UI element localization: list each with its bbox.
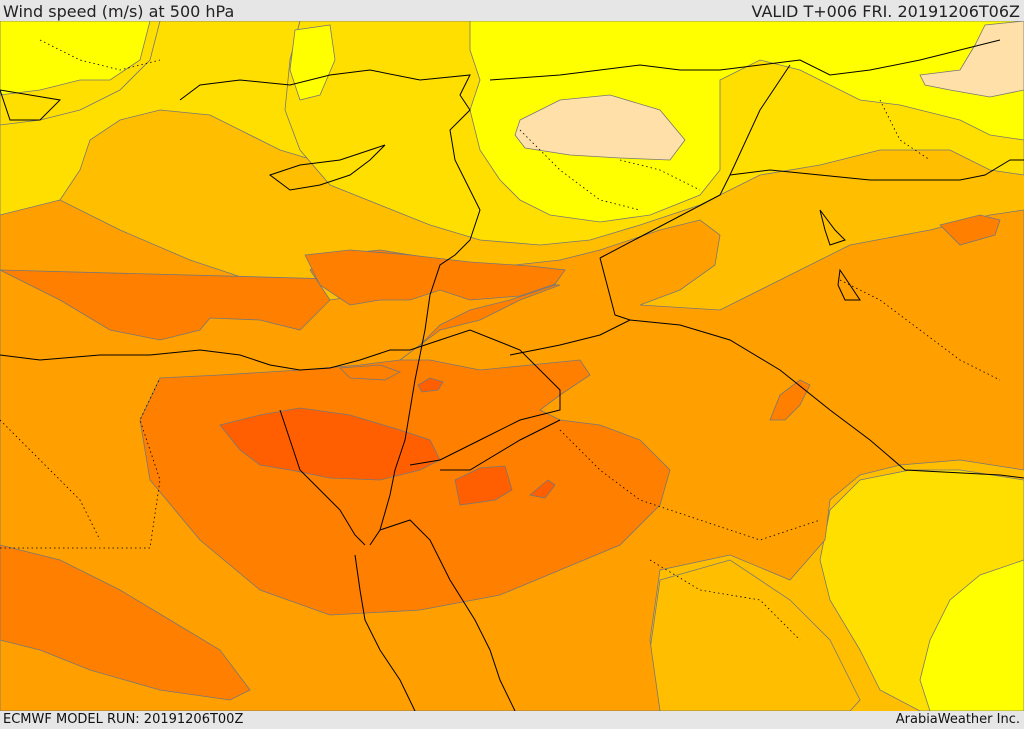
map-title: Wind speed (m/s) at 500 hPa (3, 2, 235, 21)
wind-jet-core-south (454, 465, 513, 506)
wind-band-strong-southwest (0, 544, 251, 701)
valid-time: VALID T+006 FRI. 20191206T06Z (751, 2, 1020, 21)
wind-jet-core-inland (529, 479, 556, 499)
wind-calm-center (514, 94, 686, 161)
wind-band-strong-north (304, 249, 566, 306)
map-footer: ECMWF MODEL RUN: 20191206T00Z ArabiaWeat… (0, 711, 1024, 729)
wind-band-strong-coast (339, 364, 401, 381)
wind-band-lowest-north (469, 21, 1024, 223)
wind-band-strong-east (939, 214, 1001, 246)
map-canvas (0, 21, 1024, 711)
map-header: Wind speed (m/s) at 500 hPa VALID T+006 … (0, 0, 1024, 21)
coastlines (0, 39, 1024, 711)
country-borders (440, 64, 1024, 479)
wind-band-lowest-northwest (0, 21, 151, 96)
province-borders (0, 39, 1001, 641)
wind-jet-core-coast (417, 377, 444, 393)
model-run: ECMWF MODEL RUN: 20191206T00Z (3, 712, 244, 727)
wind-band-lowest-islands (289, 24, 336, 101)
credit: ArabiaWeather Inc. (895, 712, 1020, 727)
wind-speed-map[interactable] (0, 21, 1024, 711)
wind-band-strong-inland (769, 379, 811, 421)
wind-band-lowest-east (919, 559, 1024, 711)
wind-jet-core-sinai (219, 407, 441, 481)
